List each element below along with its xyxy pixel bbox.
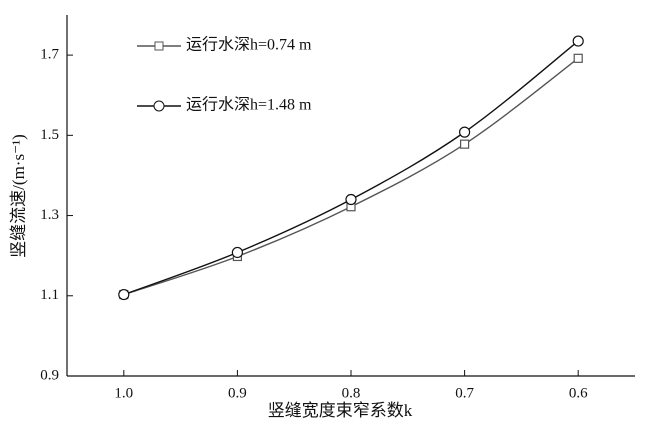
y-tick-label: 0.9 [40, 367, 59, 383]
y-tick-label: 1.5 [40, 127, 59, 143]
series-line [123, 40, 579, 296]
marker [231, 246, 243, 259]
y-tick-label: 1.7 [40, 47, 59, 63]
y-axis-label: 竖缝流速/(m·s⁻¹) [9, 134, 28, 258]
marker [572, 35, 584, 47]
x-tick-label: 0.8 [342, 385, 361, 401]
marker [118, 288, 130, 301]
marker [460, 139, 470, 149]
legend-marker [153, 100, 165, 112]
legend-label: 运行水深h=0.74 m [186, 36, 312, 54]
marker [573, 53, 583, 63]
x-tick-label: 1.0 [114, 385, 133, 401]
marker [459, 126, 471, 138]
y-tick-label: 1.1 [40, 287, 59, 303]
legend-marker [154, 41, 164, 51]
marker [345, 193, 357, 206]
y-tick-label: 1.3 [40, 207, 59, 223]
series-line [123, 57, 579, 296]
x-axis-label: 竖缝宽度束窄系数k [268, 401, 413, 420]
x-tick-label: 0.6 [569, 385, 588, 401]
legend-label: 运行水深h=1.48 m [186, 96, 312, 114]
x-tick-label: 0.7 [455, 385, 474, 401]
x-tick-label: 0.9 [228, 385, 247, 401]
